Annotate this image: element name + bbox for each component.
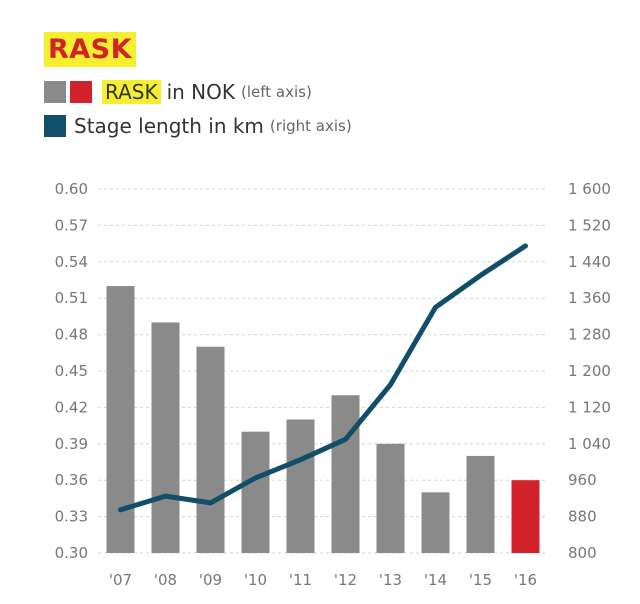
x-tick-label: '07 [109,571,132,589]
y-right-tick-label: 1 520 [568,216,611,234]
y-right-tick-label: 1 360 [568,289,611,307]
legend-rask-note: (left axis) [241,83,312,101]
y-left-tick-label: 0.36 [55,471,88,489]
bar [151,322,180,553]
y-right-tick-label: 1 440 [568,253,611,271]
legend-swatch-navy [44,115,66,137]
x-tick-label: '14 [424,571,447,589]
legend-stage-length: Stage length in km (right axis) [44,114,352,138]
y-left-tick-label: 0.48 [55,326,88,344]
y-right-tick-label: 1 040 [568,435,611,453]
x-tick-label: '09 [199,571,222,589]
x-tick-label: '15 [469,571,492,589]
x-tick-label: '16 [514,571,537,589]
bar [196,346,225,553]
legend-swatch-gray [44,81,66,103]
y-left-tick-label: 0.54 [55,253,88,271]
bar [466,455,495,553]
y-right-tick-label: 1 600 [568,180,611,198]
bar [376,443,405,553]
chart-title: RASK [44,32,137,67]
y-right-tick-label: 1 120 [568,398,611,416]
x-tick-label: '13 [379,571,402,589]
y-left-tick-label: 0.60 [55,180,88,198]
y-left-tick-label: 0.30 [55,544,88,562]
bar [421,492,450,553]
y-left-tick-label: 0.45 [55,362,88,380]
bar [286,419,315,553]
legend-stage-label: Stage length in km [74,114,264,138]
legend-rask-highlight: RASK [102,80,161,104]
legend-rask-label: in NOK [166,80,235,104]
y-left-tick-label: 0.33 [55,508,88,526]
y-right-tick-label: 800 [568,544,597,562]
y-right-tick-label: 880 [568,508,597,526]
y-right-tick-label: 1 200 [568,362,611,380]
y-left-tick-label: 0.39 [55,435,88,453]
x-tick-label: '11 [289,571,312,589]
legend-rask: RASK in NOK (left axis) [44,80,312,104]
x-tick-label: '12 [334,571,357,589]
x-tick-label: '10 [244,571,267,589]
bar [331,395,360,553]
bar [241,431,270,553]
y-right-tick-label: 960 [568,471,597,489]
y-left-tick-label: 0.57 [55,216,88,234]
y-left-tick-label: 0.42 [55,398,88,416]
legend-stage-note: (right axis) [269,117,352,135]
bar [106,286,135,553]
bar [511,480,540,553]
stage-length-line [118,243,528,513]
legend-swatch-red [70,81,92,103]
y-right-tick-label: 1 280 [568,326,611,344]
x-tick-label: '08 [154,571,177,589]
y-left-tick-label: 0.51 [55,289,88,307]
